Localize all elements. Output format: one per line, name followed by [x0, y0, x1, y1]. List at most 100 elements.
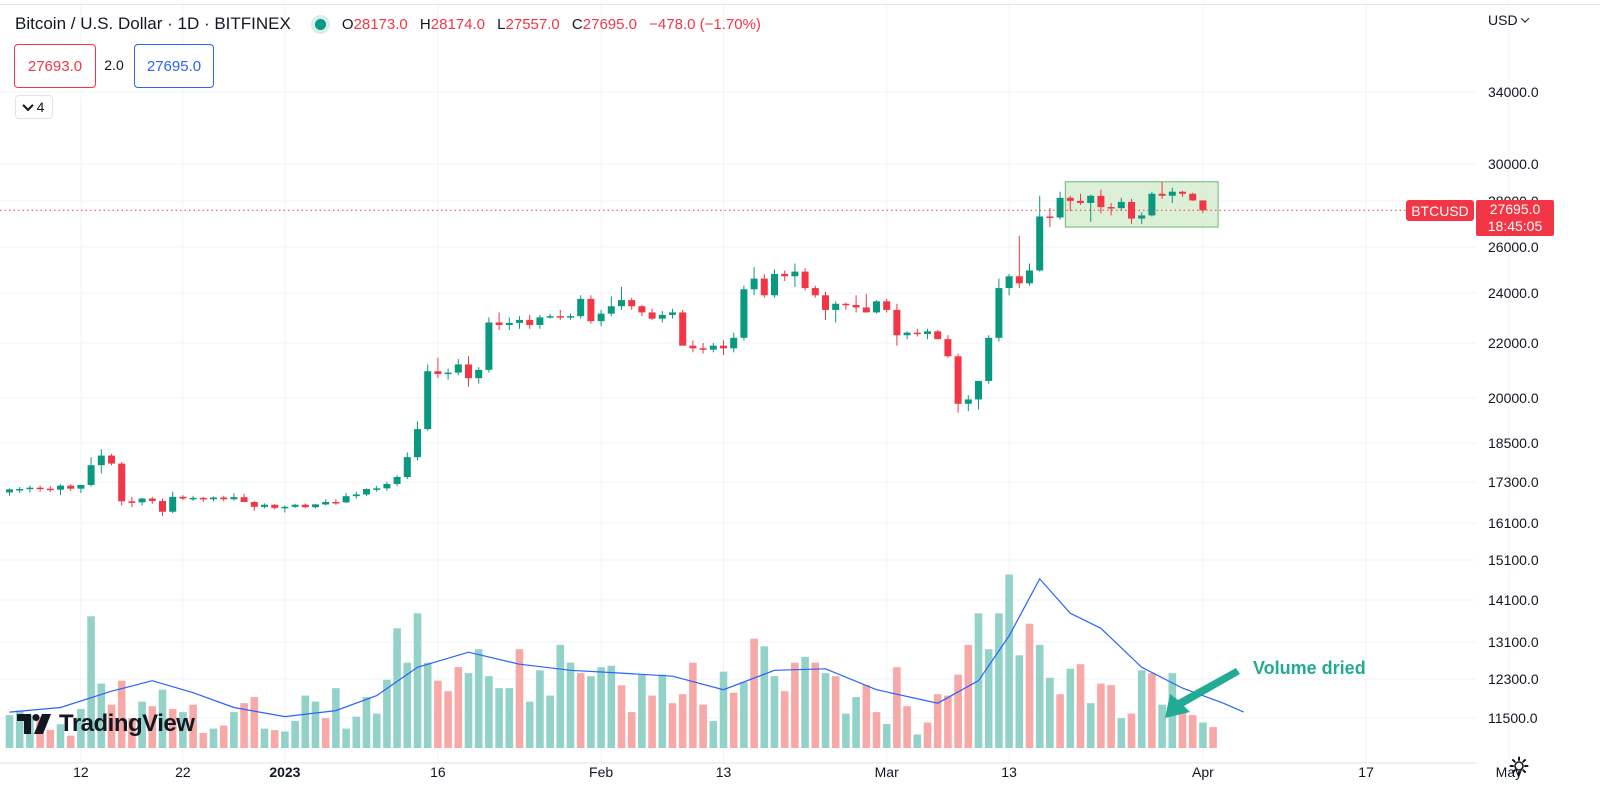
volume-bar: [852, 697, 860, 748]
ohlc-values: O28173.0 H28174.0 L27557.0 C27695.0 −478…: [342, 16, 769, 33]
volume-bar: [750, 638, 758, 748]
candle-body: [189, 497, 197, 500]
volume-bar: [281, 731, 289, 748]
volume-bar: [1199, 722, 1207, 748]
indicators-toggle-button[interactable]: 4: [15, 95, 53, 119]
volume-bar: [576, 673, 585, 748]
candle-body: [465, 364, 472, 379]
volume-bar: [1107, 685, 1115, 748]
candle-body: [16, 489, 24, 491]
volume-bar: [627, 712, 636, 748]
candle-body: [771, 273, 778, 296]
volume-bar: [505, 688, 514, 748]
volume-bar: [474, 649, 483, 748]
volume-bars: [5, 574, 1217, 748]
x-tick-label: 12: [73, 764, 89, 780]
candle-body: [648, 312, 656, 319]
volume-bar: [1025, 623, 1034, 748]
candle-body: [199, 497, 207, 500]
candle-body: [689, 345, 697, 349]
market-status-icon[interactable]: [314, 18, 326, 30]
candle-body: [138, 498, 146, 503]
candle-body: [148, 498, 156, 501]
symbol-title[interactable]: Bitcoin / U.S. Dollar · 1D · BITFINEX: [15, 14, 291, 33]
candle-body: [658, 314, 666, 319]
annotation-arrow: [1165, 668, 1240, 718]
last-price-value: 27695.0: [1489, 201, 1541, 217]
volume-bar: [903, 706, 911, 748]
candle-body: [1199, 200, 1207, 211]
low-key: L: [497, 15, 506, 33]
candle-body: [220, 497, 228, 500]
volume-bar: [362, 697, 371, 748]
volume-bar: [179, 712, 187, 748]
candle-body: [760, 278, 768, 296]
candle-body: [873, 301, 880, 313]
volume-bar: [148, 706, 157, 748]
volume-bar: [831, 676, 840, 748]
candle-body: [1046, 216, 1054, 218]
volume-bar: [984, 649, 993, 748]
buy-button[interactable]: 27695.0: [134, 44, 214, 88]
currency-selector[interactable]: USD: [1488, 12, 1529, 28]
candle-body: [883, 301, 891, 310]
volume-bar: [372, 713, 381, 748]
volume-bar: [352, 716, 361, 748]
volume-bar: [230, 712, 238, 748]
y-tick-label: 12300.0: [1488, 671, 1539, 687]
candle-body: [363, 489, 370, 495]
candle-body: [179, 496, 187, 499]
candle-body: [791, 271, 799, 277]
candle-body: [597, 313, 605, 322]
annotation-text: Volume dried: [1253, 658, 1366, 678]
volume-bar: [801, 656, 809, 748]
volume-bar: [1188, 715, 1197, 748]
volume-bar: [1097, 683, 1105, 748]
volume-bar: [1178, 710, 1187, 748]
volume-bar: [46, 729, 55, 748]
candle-body: [577, 298, 585, 317]
candle-body: [985, 337, 993, 381]
x-tick-label: 16: [430, 764, 446, 780]
volume-bar: [56, 724, 65, 748]
volume-bar: [270, 730, 279, 748]
tradingview-logo[interactable]: TradingView: [17, 710, 195, 738]
candle-body: [1036, 216, 1044, 271]
chart-header: Bitcoin / U.S. Dollar · 1D · BITFINEX O2…: [15, 14, 769, 34]
y-tick-label: 16100.0: [1488, 515, 1539, 531]
volume-bar: [821, 673, 830, 748]
y-tick-label: 20000.0: [1488, 390, 1539, 406]
spread-value: 2.0: [96, 44, 132, 86]
volume-bar: [689, 662, 697, 748]
y-tick-label: 14100.0: [1488, 592, 1539, 608]
chevron-down-icon: [1520, 14, 1529, 23]
chevron-down-icon: [21, 99, 34, 112]
candle-body: [159, 500, 166, 512]
candle-body: [699, 348, 707, 350]
volume-bar: [1066, 668, 1075, 748]
candle-body: [1026, 270, 1033, 284]
candle-body: [730, 337, 738, 349]
candle-body: [964, 399, 972, 404]
volume-bar: [913, 734, 922, 748]
x-tick-label: 22: [175, 764, 191, 780]
candle-body: [312, 504, 319, 508]
bar-countdown: 18:45:05: [1487, 218, 1543, 234]
candle-body: [750, 278, 758, 290]
candle-body: [271, 504, 279, 508]
volume-bar: [403, 662, 412, 748]
settings-gear-icon[interactable]: [1509, 756, 1529, 776]
volume-bar: [250, 697, 259, 748]
candle-body: [26, 487, 34, 490]
volume-bar: [709, 721, 718, 748]
sell-button[interactable]: 27693.0: [14, 44, 96, 88]
candle-body: [893, 309, 901, 336]
x-tick-label: 13: [716, 764, 732, 780]
volume-bar: [995, 613, 1003, 748]
volume-bar: [87, 616, 95, 748]
volume-bar: [1046, 677, 1054, 748]
candle-body: [852, 305, 860, 308]
volume-bar: [882, 724, 891, 748]
x-tick-label: 13: [1001, 764, 1017, 780]
